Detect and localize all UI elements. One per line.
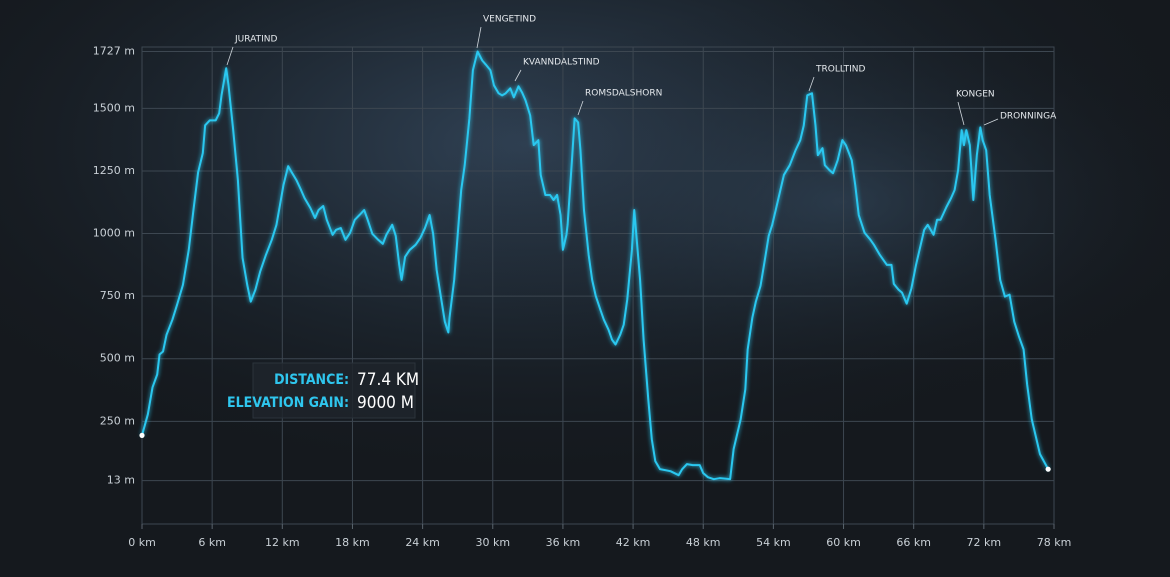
x-tick-label: 18 km — [335, 536, 370, 549]
stat-label: ELEVATION GAIN: — [227, 395, 349, 411]
y-tick-label: 250 m — [100, 414, 135, 427]
x-tick-label: 0 km — [128, 536, 156, 549]
peak-label: KONGEN — [956, 90, 995, 100]
peak-leader — [983, 118, 999, 126]
x-tick-label: 24 km — [405, 536, 440, 549]
peak-leader — [226, 46, 234, 66]
endpoint-dot — [1045, 466, 1051, 472]
y-tick-label: 750 m — [100, 289, 135, 302]
x-tick-label: 30 km — [475, 536, 510, 549]
peak-label: VENGETIND — [483, 15, 536, 25]
peak-label: DRONNINGA — [1000, 112, 1057, 122]
peak-label: JURATIND — [234, 35, 277, 45]
peak-leader — [808, 76, 815, 92]
y-tick-label: 1000 m — [93, 227, 135, 240]
x-tick-label: 42 km — [616, 536, 651, 549]
peak-leader — [476, 26, 482, 49]
x-tick-label: 60 km — [826, 536, 861, 549]
peak-leader — [514, 69, 522, 82]
x-tick-label: 6 km — [198, 536, 226, 549]
stat-value: 77.4 KM — [357, 370, 419, 390]
peak-leader — [577, 100, 584, 116]
y-tick-label: 1500 m — [93, 101, 135, 114]
stat-value: 9000 M — [357, 393, 414, 413]
x-tick-label: 78 km — [1037, 536, 1072, 549]
annotations: JURATIND VENGETIND KVANNDALSTIND ROMSDALSHO… — [226, 15, 1057, 126]
y-tick-label: 1727 m — [93, 45, 135, 58]
peak-label: TROLLTIND — [815, 65, 866, 75]
x-tick-label: 66 km — [896, 536, 931, 549]
x-tick-label: 48 km — [686, 536, 721, 549]
endpoint-dot — [139, 432, 145, 438]
peak-leader — [957, 101, 965, 126]
y-tick-label: 500 m — [100, 352, 135, 365]
stats-box: DISTANCE: 77.4 KM ELEVATION GAIN: 9000 M — [227, 362, 419, 419]
x-tick-label: 72 km — [967, 536, 1002, 549]
peak-label: ROMSDALSHORN — [585, 89, 662, 99]
y-tick-label: 13 m — [107, 474, 135, 487]
y-tick-label: 1250 m — [93, 164, 135, 177]
stat-label: DISTANCE: — [274, 372, 349, 388]
x-tick-label: 36 km — [546, 536, 581, 549]
peak-label: KVANNDALSTIND — [523, 58, 600, 68]
stats-background — [252, 362, 416, 419]
grid — [141, 47, 1055, 524]
x-tick-label: 12 km — [265, 536, 300, 549]
marks — [139, 50, 1051, 481]
elevation-line — [141, 50, 1050, 481]
x-tick-label: 54 km — [756, 536, 791, 549]
ticks: 13 m 250 m 500 m 750 m 1000 m 1250 m 1500 m 172… — [93, 45, 1072, 549]
